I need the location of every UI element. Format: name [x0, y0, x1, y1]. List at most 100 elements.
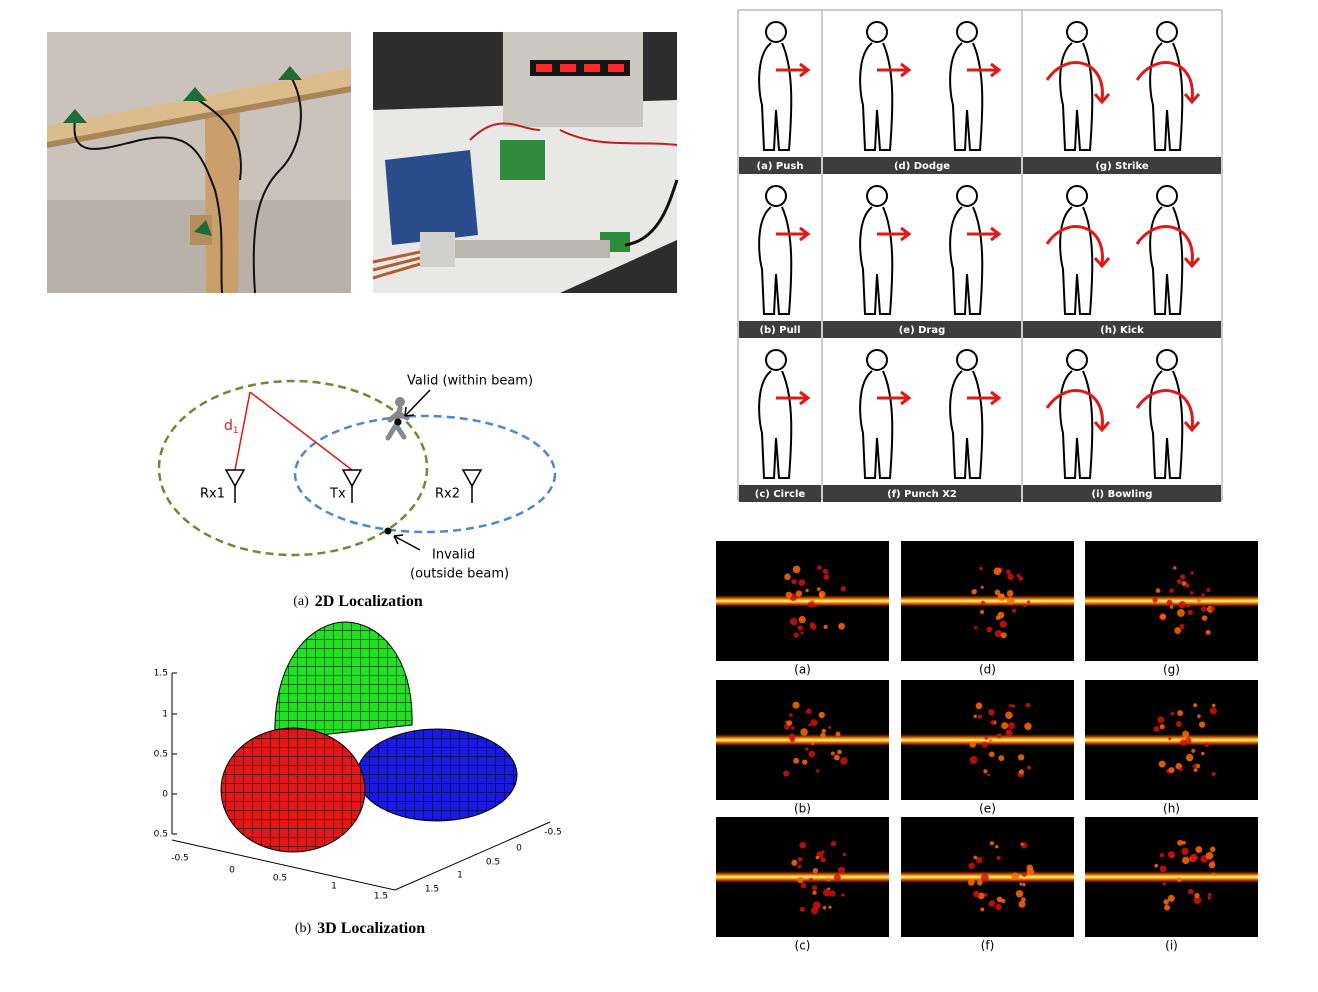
doppler-blob	[792, 701, 800, 709]
figure-body	[1059, 206, 1094, 315]
motion-arrow	[1135, 389, 1201, 433]
doppler-blob	[1167, 851, 1175, 859]
doppler-blob	[786, 720, 793, 726]
photo-antenna-setup: (a)Antenna “T” Setup	[47, 32, 351, 294]
doppler-blob	[1195, 763, 1201, 769]
doppler-blob	[1193, 768, 1198, 773]
doppler-blob	[1205, 629, 1211, 635]
doppler-blob	[1187, 888, 1194, 895]
gesture-label: (g) Strike	[1095, 161, 1149, 172]
doppler-blob	[989, 841, 995, 846]
doppler-blob	[816, 565, 822, 570]
doppler-blob	[792, 565, 801, 574]
spectrogram-label: (g)	[1163, 663, 1180, 677]
doppler-blob	[1022, 882, 1026, 887]
caption: (b) 3D Localization	[295, 920, 425, 937]
doppler-blob	[1195, 846, 1203, 854]
motion-arrow	[967, 226, 1002, 242]
doppler-blob	[812, 868, 819, 874]
doppler-blob	[819, 595, 823, 599]
doppler-blob	[830, 841, 837, 847]
doppler-blob	[791, 859, 798, 866]
doppler-blob	[1177, 609, 1185, 617]
figure-body	[949, 42, 984, 151]
doppler-blob	[994, 629, 1003, 638]
doppler-blob	[802, 759, 808, 765]
x-tick-label: 1.5	[374, 892, 388, 902]
doppler-blob	[798, 616, 806, 624]
rx2-range	[293, 414, 557, 534]
doppler-blob	[1001, 722, 1009, 730]
doppler-blob	[1182, 856, 1190, 865]
doppler-blob	[837, 866, 846, 874]
x-tick-label: 0.5	[273, 874, 287, 884]
motion-arrow	[776, 62, 811, 78]
pointer-arrow	[404, 389, 431, 417]
doppler-blob	[797, 864, 802, 869]
doppler-blob	[799, 841, 807, 849]
motion-arrow	[1045, 389, 1111, 433]
doppler-blob	[1025, 702, 1031, 708]
figure-head	[956, 349, 978, 371]
doppler-blob	[988, 751, 995, 758]
doppler-blob	[1211, 771, 1216, 777]
doppler-blob	[993, 567, 1002, 576]
doppler-blob	[822, 568, 829, 575]
figure-head	[1066, 185, 1088, 207]
doppler-blob	[789, 713, 793, 717]
cable	[194, 97, 242, 181]
doppler-blob	[1027, 765, 1032, 770]
post	[205, 108, 240, 293]
figure-head	[866, 349, 888, 371]
figure-head	[866, 21, 888, 43]
doppler-blob	[1167, 894, 1175, 902]
doppler-blob	[1158, 760, 1166, 768]
invalid-point	[384, 527, 392, 535]
doppler-blob	[1212, 703, 1216, 708]
doppler-blob	[1186, 603, 1191, 608]
figure-head	[765, 349, 787, 371]
doppler-blob	[1204, 742, 1209, 748]
doppler-blob	[1189, 591, 1194, 595]
doppler-blob	[1185, 753, 1194, 762]
doppler-blob	[793, 757, 800, 764]
doppler-blob	[795, 590, 803, 597]
doppler-blob	[1005, 711, 1013, 720]
doppler-blob	[988, 739, 993, 743]
readout	[560, 64, 576, 72]
doppler-blob	[980, 907, 985, 912]
z-tick-label: 1.5	[154, 669, 168, 679]
doppler-blob	[1207, 892, 1212, 897]
doppler-blob	[823, 574, 830, 580]
doppler-blob	[976, 879, 983, 886]
doppler-blob	[1176, 579, 1182, 585]
doppler-blob	[800, 728, 808, 736]
power-supply	[503, 32, 643, 127]
doppler-blob	[980, 585, 984, 589]
doppler-blob	[1210, 606, 1216, 611]
z-tick-label: 0	[162, 790, 168, 800]
doppler-blob	[1184, 737, 1192, 745]
figure-head	[956, 21, 978, 43]
red-lobe	[220, 727, 366, 853]
doppler-blob	[967, 879, 975, 886]
y-tick-label: 0	[516, 844, 522, 854]
doppler-blob	[973, 625, 978, 630]
motion-arrow	[967, 62, 1002, 78]
doppler-blob	[999, 620, 1007, 628]
motion-arrow	[776, 390, 811, 406]
spectrogram-label: (d)	[979, 663, 996, 677]
doppler-blob	[998, 755, 1005, 762]
motion-arrow	[776, 226, 811, 242]
doppler-blob	[1169, 605, 1174, 609]
gesture-label: (f) Punch X2	[887, 489, 957, 500]
doppler-blob	[1187, 609, 1193, 615]
readout	[584, 64, 600, 72]
doppler-blob	[1184, 583, 1190, 588]
doppler-blob	[1162, 882, 1167, 886]
doppler-blob	[1159, 865, 1167, 873]
distance-label: d1	[224, 418, 239, 436]
label-bar	[1023, 485, 1221, 502]
x-tick-label: 0	[229, 866, 235, 876]
doppler-blob	[988, 709, 995, 716]
